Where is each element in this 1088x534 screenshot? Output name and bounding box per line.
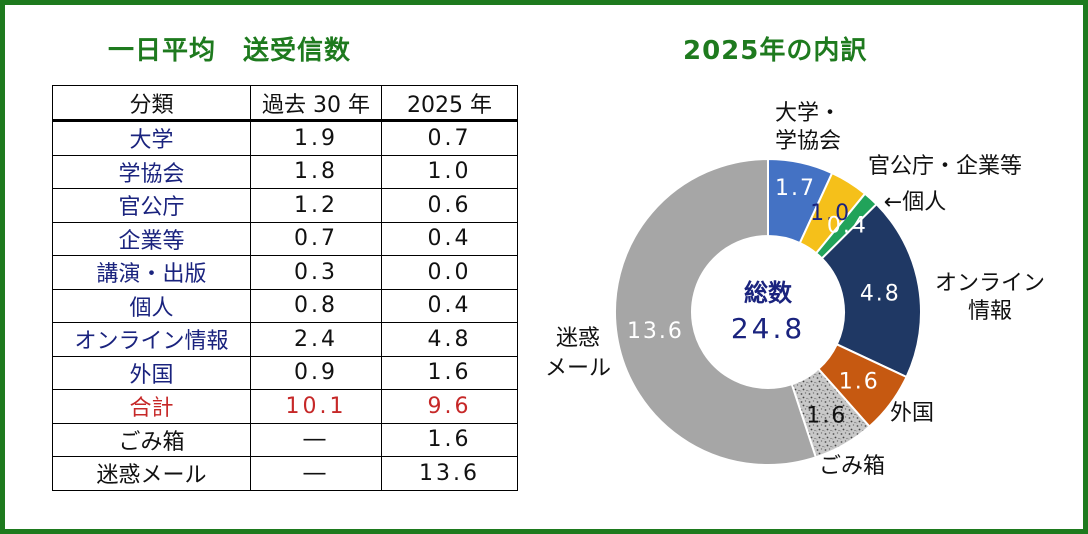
slice-value-label: 0.4 (827, 214, 868, 239)
row-2025-value: 1.0 (381, 154, 518, 189)
donut-slice-3 (820, 202, 922, 379)
table-row: 迷惑メール ― 13.6 (52, 456, 518, 491)
slice-outer-label: 学協会 (775, 129, 841, 154)
row-past-value: 1.8 (250, 154, 382, 189)
slice-outer-label: 情報 (968, 299, 1012, 324)
row-label: 官公庁 (52, 188, 251, 223)
row-past-value: 0.8 (250, 288, 382, 323)
row-2025-value: 0.7 (381, 119, 518, 156)
table-row: 個人 0.8 0.4 (52, 288, 518, 323)
slice-outer-label: ←個人 (884, 190, 946, 215)
donut-center-label: 総数 (744, 279, 793, 307)
row-label: 企業等 (52, 221, 251, 256)
row-past-value: 1.9 (250, 119, 382, 156)
slice-value-label: 1.6 (839, 369, 880, 394)
daily-average-table: 分類 過去 30 年 2025 年 大学 1.9 0.7 学協会 1.8 1.0 官公庁 1.… (52, 85, 518, 491)
table-row: オンライン情報 2.4 4.8 (52, 322, 518, 357)
donut-slice-6 (614, 157, 818, 466)
row-2025-value: 13.6 (381, 456, 518, 491)
table-row: 企業等 0.7 0.4 (52, 221, 518, 256)
table-row: 合計 10.1 9.6 (52, 389, 518, 424)
chart-title: 2025年の内訳 (683, 36, 868, 66)
row-past-value: ― (250, 422, 382, 457)
slice-outer-label: 官公庁・企業等 (868, 154, 1022, 179)
header-past-30-years: 過去 30 年 (250, 85, 382, 121)
slice-outer-label: メール (545, 356, 611, 381)
slice-outer-label: 大学・ (775, 101, 841, 126)
row-2025-value: 1.6 (381, 422, 518, 457)
slice-outer-label: 迷惑 (556, 326, 600, 351)
row-past-value: 10.1 (250, 389, 382, 424)
row-label: 講演・出版 (52, 255, 251, 290)
slice-outer-label: オンライン (935, 271, 1045, 296)
row-2025-value: 0.0 (381, 255, 518, 290)
slice-outer-label: ごみ箱 (819, 454, 885, 479)
row-past-value: ― (250, 456, 382, 491)
slice-value-label: 1.7 (775, 176, 816, 201)
row-2025-value: 0.4 (381, 221, 518, 256)
slice-value-label: 13.6 (627, 319, 684, 344)
slice-value-label: 1.6 (806, 403, 847, 428)
row-label: 合計 (52, 389, 251, 424)
table-row: 講演・出版 0.3 0.0 (52, 255, 518, 290)
row-2025-value: 9.6 (381, 389, 518, 424)
table-row: 学協会 1.8 1.0 (52, 154, 518, 189)
table-row: 大学 1.9 0.7 (52, 119, 518, 156)
donut-center-value: 24.8 (731, 312, 805, 345)
slice-outer-label: 外国 (890, 401, 934, 426)
row-2025-value: 4.8 (381, 322, 518, 357)
row-label: 迷惑メール (52, 456, 251, 491)
slice-value-label: 1.0 (810, 201, 851, 226)
row-label: 大学 (52, 119, 251, 156)
row-label: 学協会 (52, 154, 251, 189)
table-title: 一日平均 送受信数 (108, 36, 352, 66)
slice-value-label: 4.8 (860, 282, 901, 307)
